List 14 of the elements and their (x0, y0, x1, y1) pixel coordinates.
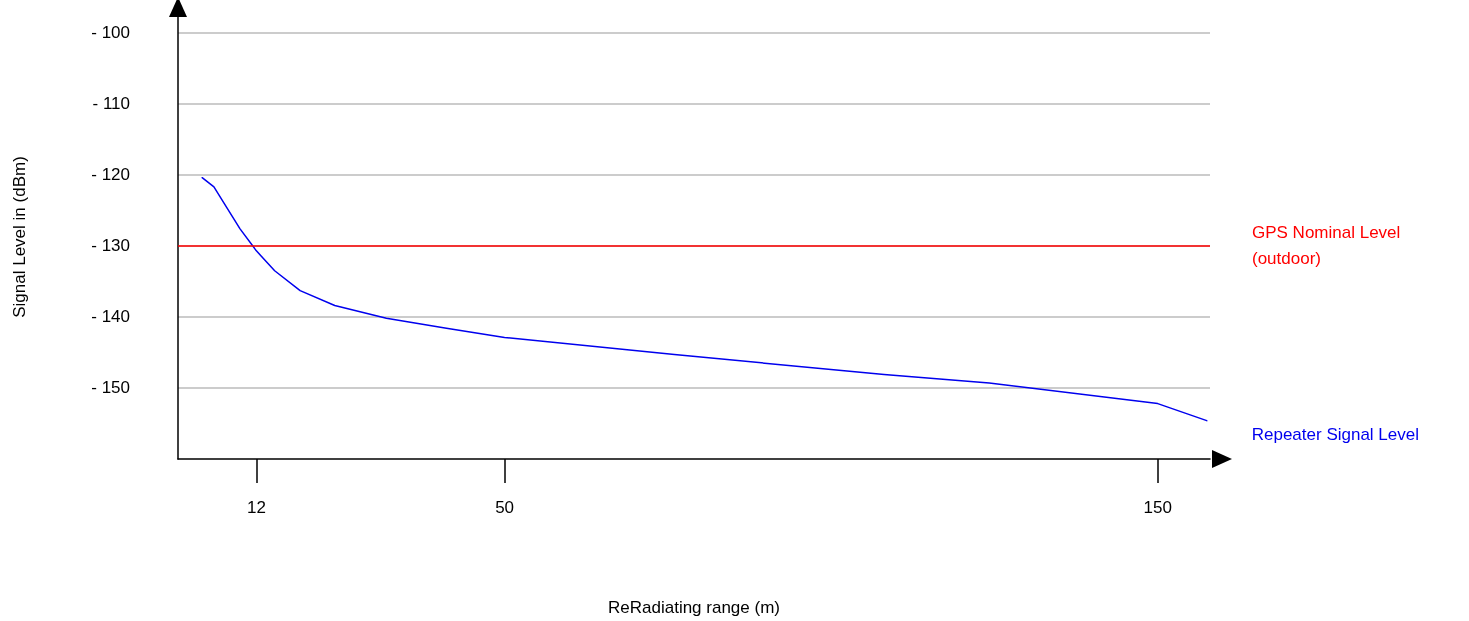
y-tick-label: - 110 (92, 94, 130, 114)
y-tick-label: - 120 (91, 165, 130, 185)
x-tick-label: 150 (1143, 498, 1172, 517)
ref-line-label: GPS Nominal Level (outdoor) (1252, 223, 1406, 269)
y-tick-label: - 150 (91, 378, 130, 398)
line-series (201, 176, 1208, 422)
text: Repeater Signal Level (1251, 425, 1420, 445)
y-axis-title: Signal Level in (dBm) (10, 156, 29, 318)
y-tick-label: - 130 (91, 236, 130, 256)
x-tick-label: 50 (495, 498, 515, 517)
x-tick-label: 12 (246, 498, 266, 517)
y-tick-label: - 140 (91, 307, 130, 327)
x-axis-title: ReRadiating range (m) (608, 598, 780, 617)
y-tick-label: - 100 (91, 23, 130, 43)
